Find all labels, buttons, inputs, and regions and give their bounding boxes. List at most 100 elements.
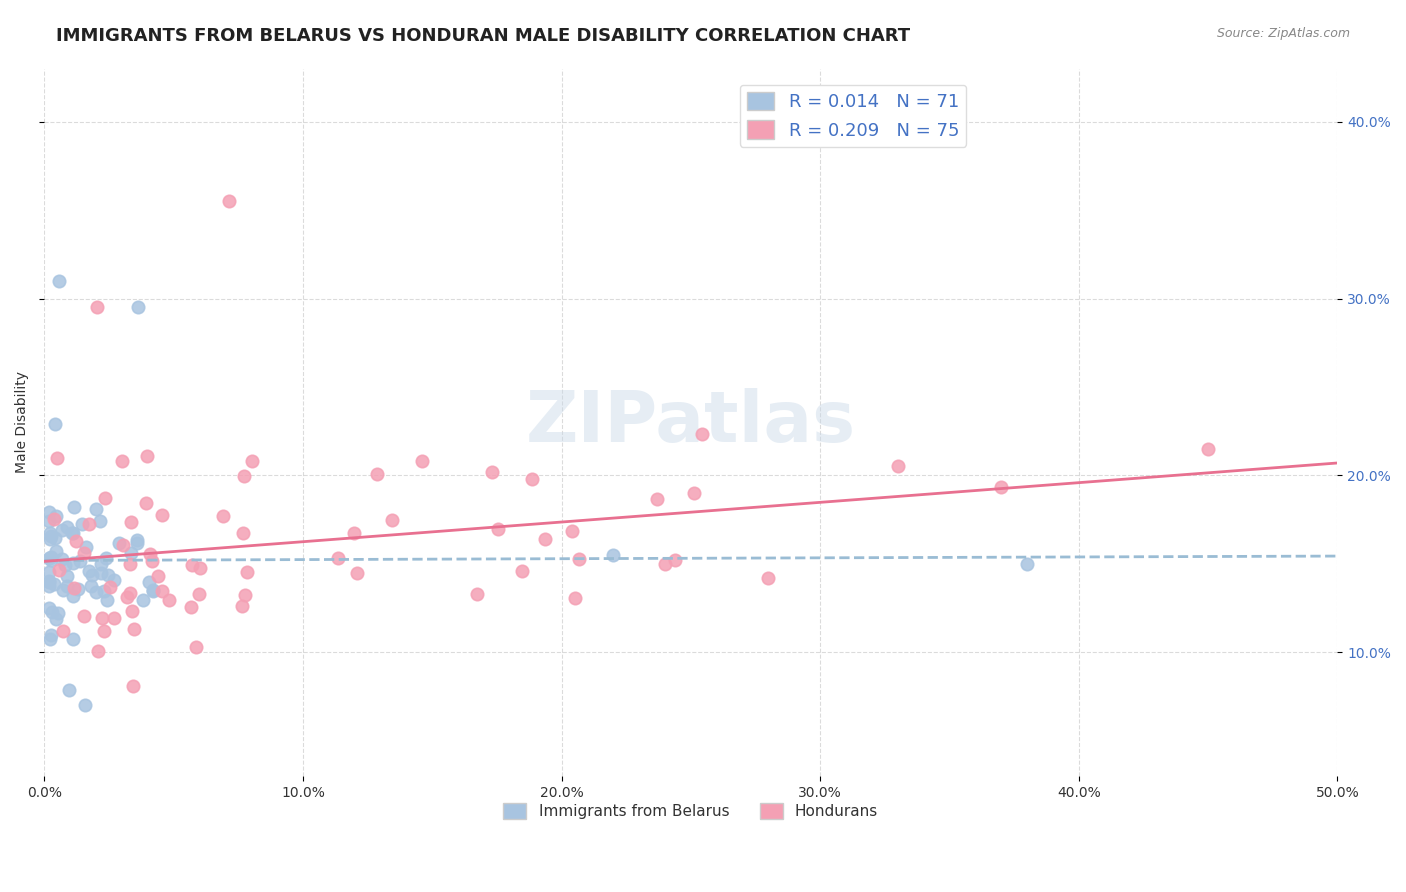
Point	[44, 612, 66, 626]
Point	[1197, 442, 1219, 456]
Point	[120, 516, 142, 530]
Point	[411, 454, 433, 468]
Point	[93, 624, 115, 638]
Point	[188, 587, 211, 601]
Legend: Immigrants from Belarus, Hondurans: Immigrants from Belarus, Hondurans	[498, 797, 884, 825]
Point	[73, 608, 96, 623]
Point	[62, 556, 84, 570]
Point	[38, 515, 60, 529]
Point	[125, 536, 148, 550]
Point	[561, 524, 583, 538]
Point	[564, 591, 586, 606]
Point	[486, 523, 509, 537]
Point	[236, 565, 259, 579]
Point	[184, 640, 207, 655]
Point	[522, 472, 544, 486]
Point	[122, 622, 145, 636]
Point	[647, 492, 669, 507]
Text: IMMIGRANTS FROM BELARUS VS HONDURAN MALE DISABILITY CORRELATION CHART: IMMIGRANTS FROM BELARUS VS HONDURAN MALE…	[56, 27, 910, 45]
Point	[343, 525, 366, 540]
Point	[150, 508, 173, 522]
Point	[381, 513, 404, 527]
Point	[38, 550, 60, 565]
Point	[120, 585, 142, 599]
Point	[39, 632, 62, 646]
Point	[48, 607, 70, 621]
Point	[89, 514, 111, 528]
Point	[96, 593, 118, 607]
Point	[190, 561, 212, 575]
Point	[56, 569, 79, 583]
Point	[135, 496, 157, 510]
Point	[568, 552, 591, 566]
Point	[98, 580, 121, 594]
Point	[48, 563, 70, 577]
Point	[180, 600, 202, 615]
Point	[55, 519, 77, 533]
Point	[84, 502, 107, 516]
Point	[56, 579, 79, 593]
Point	[38, 579, 60, 593]
Point	[38, 574, 60, 589]
Point	[231, 599, 253, 614]
Point	[139, 547, 162, 561]
Point	[80, 568, 103, 582]
Point	[664, 552, 686, 566]
Point	[87, 644, 110, 658]
Point	[141, 554, 163, 568]
Point	[72, 517, 94, 532]
Point	[63, 581, 86, 595]
Point	[93, 583, 115, 598]
Point	[180, 558, 202, 573]
Point	[75, 698, 97, 713]
Point	[112, 538, 135, 552]
Point	[758, 570, 780, 584]
Point	[62, 526, 84, 541]
Point	[481, 465, 503, 479]
Point	[233, 468, 256, 483]
Point	[69, 554, 91, 568]
Text: Source: ZipAtlas.com: Source: ZipAtlas.com	[1216, 27, 1350, 40]
Point	[233, 588, 256, 602]
Point	[86, 301, 108, 315]
Point	[39, 628, 62, 642]
Point	[990, 481, 1012, 495]
Point	[121, 604, 143, 618]
Point	[212, 508, 235, 523]
Point	[52, 624, 75, 639]
Point	[91, 611, 114, 625]
Point	[45, 543, 67, 558]
Point	[510, 564, 533, 578]
Point	[46, 451, 69, 466]
Point	[218, 194, 240, 209]
Point	[44, 417, 66, 431]
Point	[240, 454, 263, 468]
Point	[77, 564, 100, 578]
Point	[77, 516, 100, 531]
Point	[887, 458, 910, 473]
Point	[79, 578, 101, 592]
Point	[232, 525, 254, 540]
Point	[690, 426, 713, 441]
Point	[366, 467, 388, 482]
Point	[125, 533, 148, 547]
Point	[58, 683, 80, 698]
Point	[42, 577, 65, 591]
Point	[103, 611, 125, 625]
Point	[654, 557, 676, 571]
Point	[157, 593, 180, 607]
Point	[51, 523, 73, 537]
Point	[52, 583, 75, 598]
Point	[45, 509, 67, 524]
Point	[38, 505, 60, 519]
Point	[38, 574, 60, 588]
Point	[48, 274, 70, 288]
Point	[62, 590, 84, 604]
Point	[121, 679, 143, 693]
Point	[1015, 557, 1038, 571]
Point	[117, 590, 139, 604]
Point	[120, 546, 142, 560]
Point	[38, 600, 60, 615]
Point	[146, 569, 169, 583]
Point	[90, 566, 112, 580]
